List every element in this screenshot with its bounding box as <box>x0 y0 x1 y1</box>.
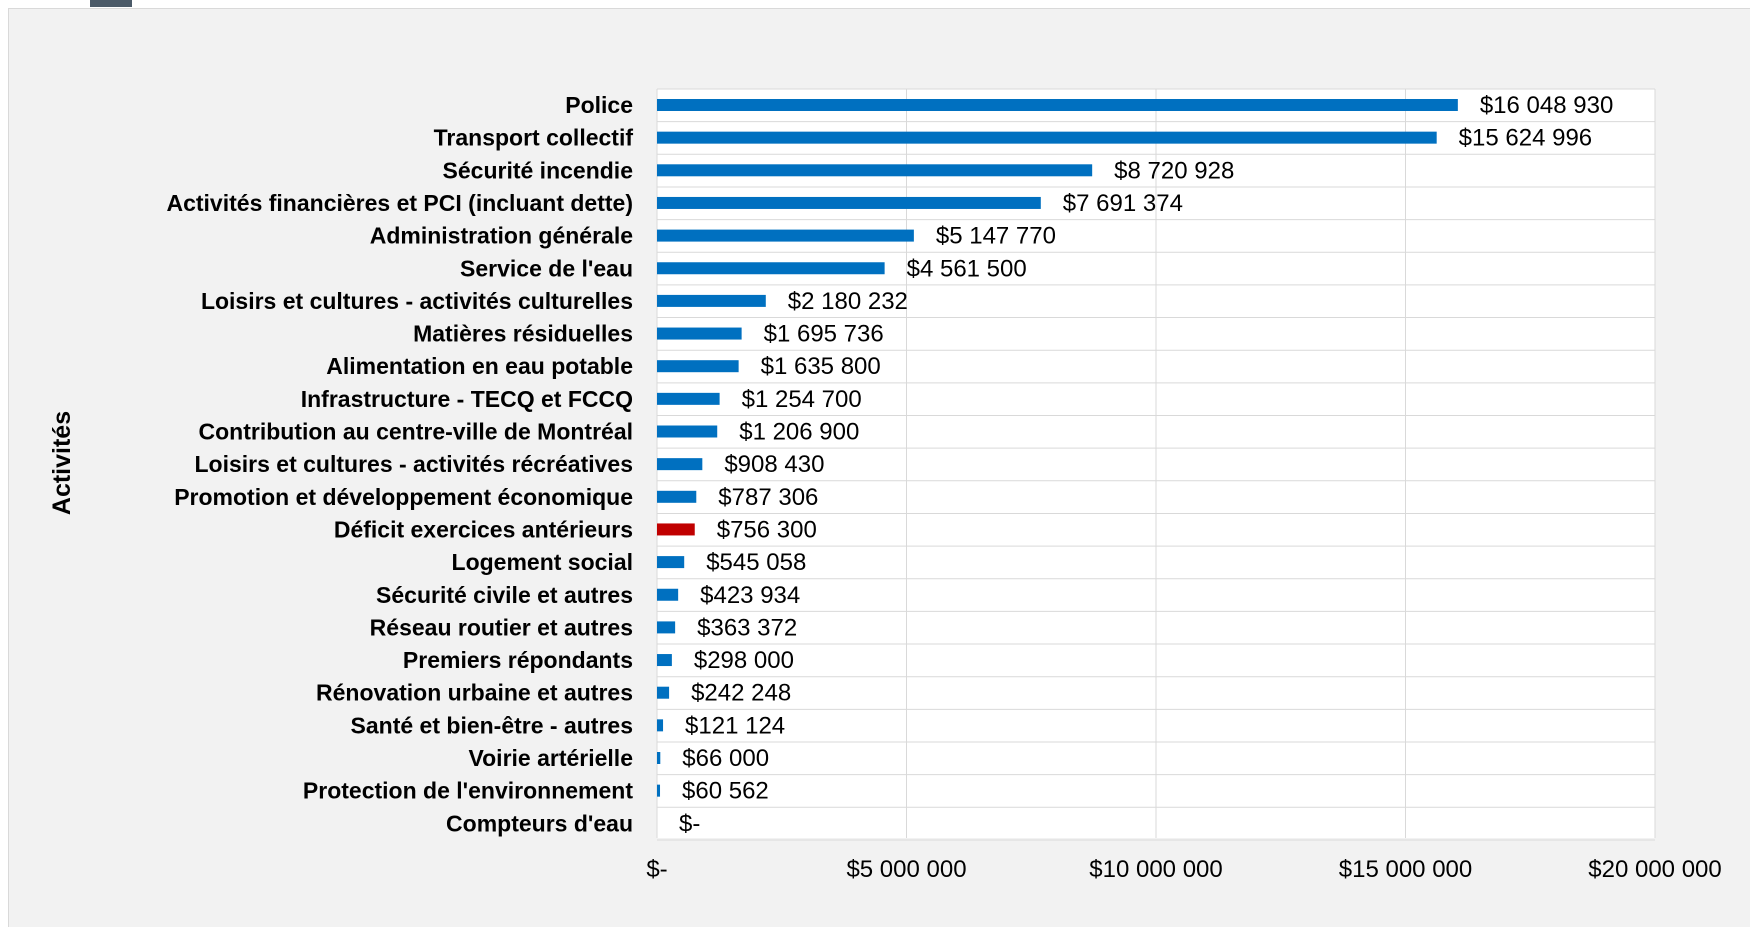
x-tick-label: $5 000 000 <box>846 856 966 883</box>
bar <box>657 327 742 340</box>
category-label: Loisirs et cultures - activités culturel… <box>201 288 633 314</box>
app-icon <box>90 0 132 7</box>
category-label: Police <box>565 92 633 118</box>
data-label: $- <box>679 810 700 837</box>
bar <box>657 262 885 275</box>
category-label: Sécurité incendie <box>443 157 633 183</box>
category-label: Compteurs d'eau <box>446 810 633 836</box>
bar <box>657 360 739 373</box>
category-label: Infrastructure - TECQ et FCCQ <box>301 386 633 412</box>
data-label: $423 934 <box>700 582 800 609</box>
bar <box>657 490 697 503</box>
bar <box>657 556 685 569</box>
x-tick-label: $20 000 000 <box>1588 856 1721 883</box>
category-label: Protection de l'environnement <box>303 778 633 804</box>
data-label: $60 562 <box>682 778 769 805</box>
data-label: $545 058 <box>706 549 806 576</box>
category-label: Matières résiduelles <box>413 321 633 347</box>
data-label: $1 206 900 <box>739 419 859 446</box>
data-label: $8 720 928 <box>1114 157 1234 184</box>
data-label: $15 624 996 <box>1459 125 1592 152</box>
bar <box>657 229 914 242</box>
data-label: $908 430 <box>724 451 824 478</box>
category-label: Premiers répondants <box>403 647 633 673</box>
bar <box>657 654 672 667</box>
bar <box>657 425 718 438</box>
bar <box>657 588 679 601</box>
category-label: Administration générale <box>370 223 633 249</box>
bar <box>657 621 676 634</box>
bar <box>657 294 766 307</box>
x-axis-tick-labels: $- $5 000 000 $10 000 000 $15 000 000 $20 00… <box>646 856 1721 883</box>
category-label: Déficit exercices antérieurs <box>334 516 633 542</box>
x-tick-label: $- <box>646 856 667 883</box>
bar <box>657 164 1093 177</box>
data-label: $1 254 700 <box>742 386 862 413</box>
category-label: Sécurité civile et autres <box>376 582 633 608</box>
data-label: $756 300 <box>717 516 817 543</box>
category-label: Activités financières et PCI (incluant d… <box>166 190 633 216</box>
category-label: Santé et bien-être - autres <box>351 712 633 738</box>
category-label: Rénovation urbaine et autres <box>316 680 633 706</box>
category-label: Alimentation en eau potable <box>326 353 633 379</box>
bar <box>657 784 661 797</box>
category-label: Promotion et développement économique <box>174 484 633 510</box>
bar <box>657 196 1041 209</box>
data-label: $5 147 770 <box>936 223 1056 250</box>
bar <box>657 99 1458 111</box>
bar <box>657 523 695 536</box>
data-label: $1 695 736 <box>764 321 884 348</box>
y-axis-label: Activités <box>48 411 76 515</box>
data-label: $787 306 <box>718 484 818 511</box>
bar <box>657 752 661 764</box>
category-label: Logement social <box>452 549 633 575</box>
category-label: Voirie artérielle <box>469 745 634 771</box>
category-label: Service de l'eau <box>460 255 633 281</box>
data-label: $1 635 800 <box>761 353 881 380</box>
x-tick-label: $10 000 000 <box>1089 856 1222 883</box>
data-label: $298 000 <box>694 647 794 674</box>
data-label: $7 691 374 <box>1063 190 1183 217</box>
bar <box>657 392 720 405</box>
x-tick-label: $15 000 000 <box>1339 856 1472 883</box>
bar <box>657 458 703 471</box>
data-label: $121 124 <box>685 712 785 739</box>
category-label: Transport collectif <box>434 125 634 151</box>
data-label: $66 000 <box>682 745 769 772</box>
category-label: Loisirs et cultures - activités récréati… <box>195 451 634 477</box>
bar <box>657 686 670 699</box>
bars <box>657 99 1458 797</box>
category-label: Contribution au centre-ville de Montréal <box>199 419 633 445</box>
data-labels: $16 048 930 $15 624 996 $8 720 928 $7 691 3… <box>679 92 1613 837</box>
bar <box>657 131 1437 144</box>
category-label: Réseau routier et autres <box>370 614 633 640</box>
bar <box>657 719 664 732</box>
data-label: $4 561 500 <box>907 255 1027 282</box>
gridlines <box>656 88 1656 841</box>
data-label: $242 248 <box>691 680 791 707</box>
data-label: $16 048 930 <box>1480 92 1613 119</box>
data-label: $363 372 <box>697 614 797 641</box>
category-labels: Police Transport collectif Sécurité incend… <box>166 92 633 836</box>
data-label: $2 180 232 <box>788 288 908 315</box>
